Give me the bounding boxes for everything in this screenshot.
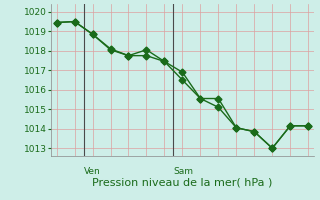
Text: Ven: Ven <box>84 167 100 176</box>
X-axis label: Pression niveau de la mer( hPa ): Pression niveau de la mer( hPa ) <box>92 178 273 188</box>
Text: Sam: Sam <box>173 167 193 176</box>
